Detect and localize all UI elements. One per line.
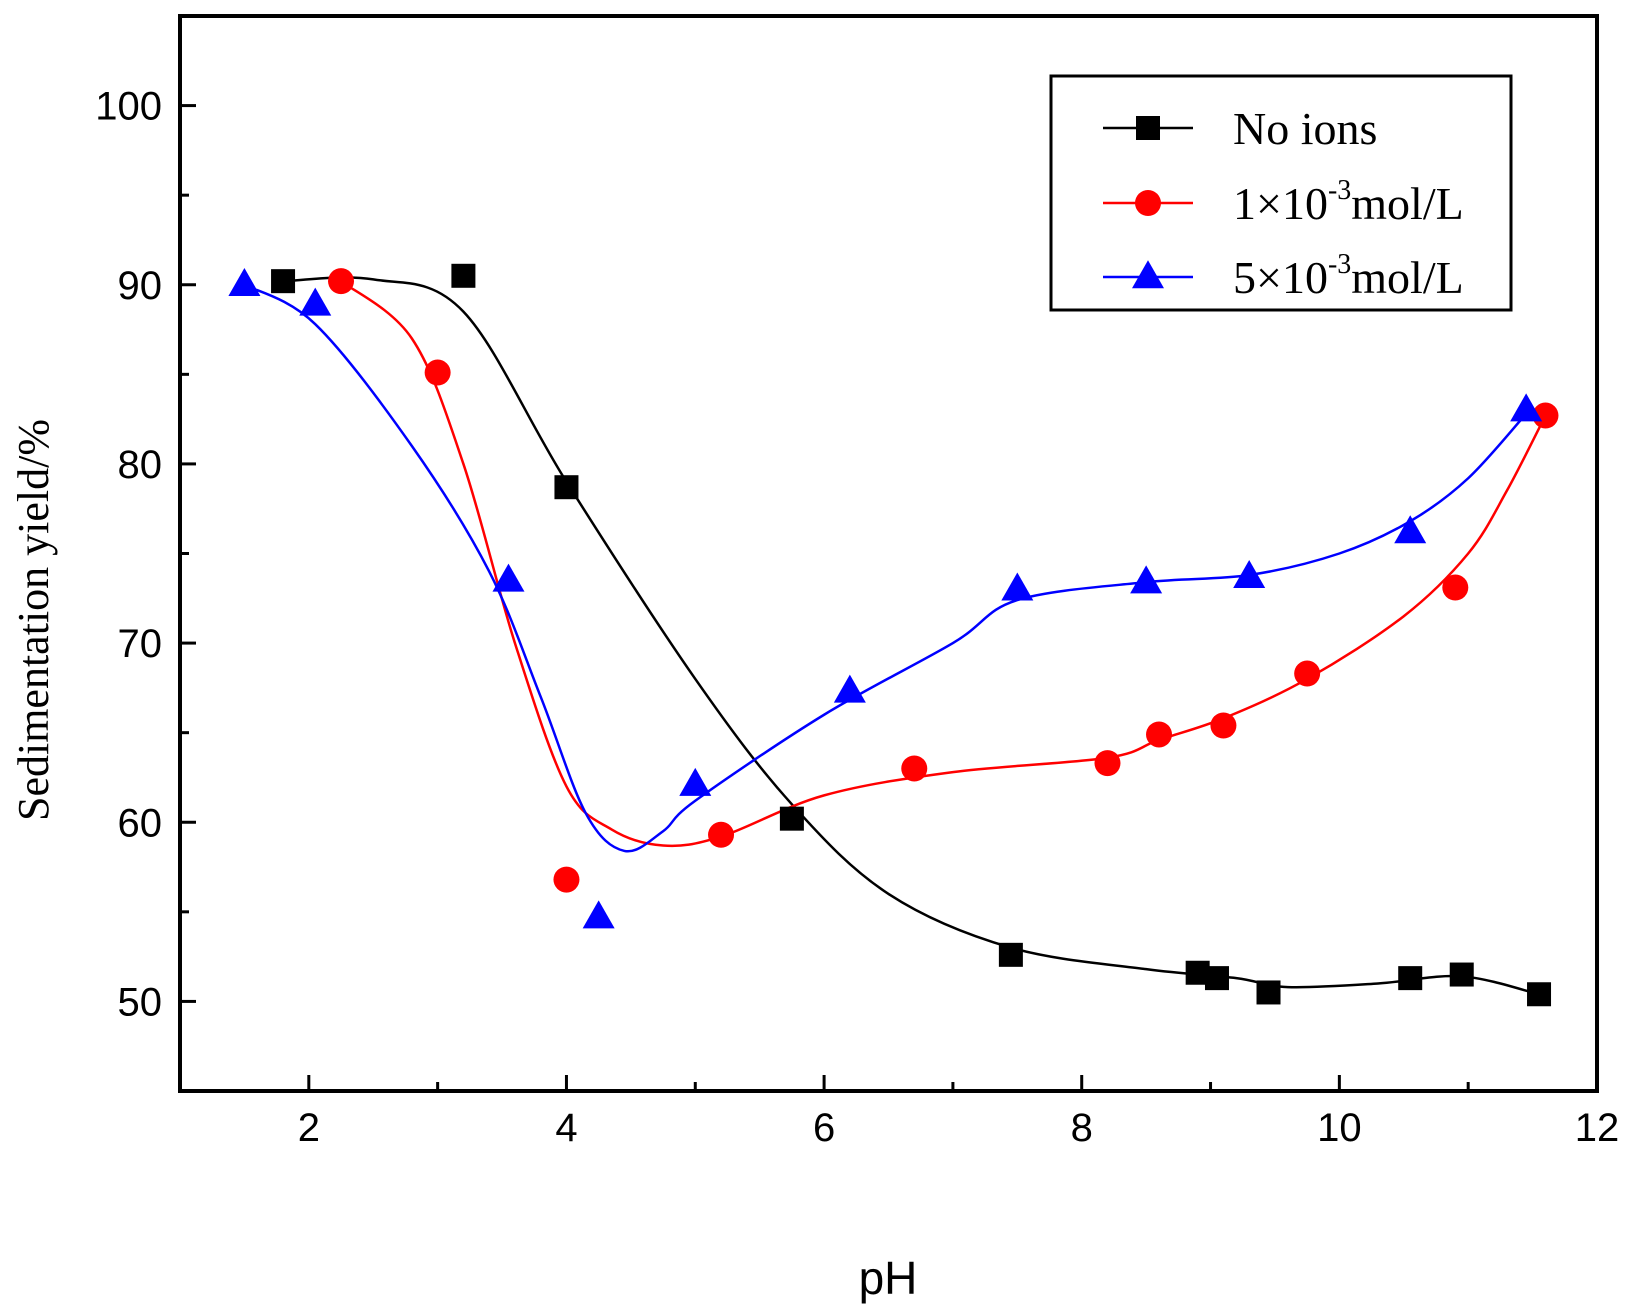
series-1-point xyxy=(1449,962,1474,987)
series-2-point xyxy=(553,866,580,893)
series-2-point xyxy=(1442,574,1469,601)
legend-label-2: 1×10-3mol/L xyxy=(1233,175,1464,229)
tick-labels: 2 4 6 8 10 12 50 60 70 80 90 100 xyxy=(95,85,1619,1150)
series-3-point xyxy=(1394,515,1427,544)
y-tick-label: 70 xyxy=(118,622,163,666)
data-markers xyxy=(228,263,1559,1007)
series-1-fit-line xyxy=(283,276,1540,996)
series-3-point xyxy=(1510,393,1543,422)
series-2-fit-line xyxy=(340,280,1547,848)
y-tick-label: 100 xyxy=(95,85,162,129)
y-tick-label: 50 xyxy=(118,980,163,1024)
legend-marker-3 xyxy=(1132,260,1164,289)
series-2-point xyxy=(1094,750,1121,777)
series-3-point xyxy=(679,767,712,796)
series-3-point xyxy=(833,674,866,703)
series-3-point xyxy=(1001,572,1034,601)
x-tick-label: 10 xyxy=(1317,1106,1362,1150)
series-1-point xyxy=(1527,982,1552,1007)
series-1-point xyxy=(271,269,296,294)
x-tick-label: 2 xyxy=(298,1106,320,1150)
x-tick-label: 12 xyxy=(1575,1106,1620,1150)
series-2-point xyxy=(1210,712,1237,739)
tick-marks xyxy=(180,14,1599,1093)
x-tick-label: 4 xyxy=(555,1106,577,1150)
series-1-point xyxy=(1204,966,1229,991)
legend-label-3: 5×10-3mol/L xyxy=(1233,249,1464,303)
series-1-point xyxy=(451,263,476,288)
y-axis-title: Sedimentation yield/% xyxy=(9,419,58,821)
series-3-point xyxy=(582,900,615,929)
series-1-point xyxy=(1256,980,1281,1005)
series-1-point xyxy=(998,942,1023,967)
series-1-point xyxy=(1398,966,1423,991)
series-2-point xyxy=(328,268,355,295)
series-3-point xyxy=(228,267,261,296)
legend-marker-1 xyxy=(1136,116,1160,140)
y-tick-label: 80 xyxy=(118,443,163,487)
legend-box xyxy=(1049,74,1513,312)
y-tick-label: 90 xyxy=(118,264,163,308)
x-axis-title: pH xyxy=(859,1252,918,1304)
series-3-point xyxy=(299,287,332,316)
legend-marker-2 xyxy=(1135,190,1161,216)
series-2-point xyxy=(708,821,735,848)
series-1-point xyxy=(779,806,804,831)
x-tick-label: 8 xyxy=(1071,1106,1093,1150)
legend: No ions 1×10-3mol/L 5×10-3mol/L xyxy=(1049,74,1513,312)
series-2-point xyxy=(1294,660,1321,687)
series-3-point xyxy=(1233,559,1266,588)
series-1-point xyxy=(554,475,579,500)
series-2-point xyxy=(901,755,928,782)
series-2-point xyxy=(1532,402,1559,429)
series-2-point xyxy=(424,359,451,386)
legend-label-1: No ions xyxy=(1233,103,1377,154)
series-3-fit-line xyxy=(243,283,1528,853)
legend-items: No ions 1×10-3mol/L 5×10-3mol/L xyxy=(1103,103,1464,303)
series-3-point xyxy=(1130,565,1163,594)
series-2-point xyxy=(1146,721,1173,748)
y-tick-label: 60 xyxy=(118,801,163,845)
series-3-point xyxy=(492,563,525,592)
x-tick-label: 6 xyxy=(813,1106,835,1150)
fit-lines xyxy=(243,276,1547,996)
